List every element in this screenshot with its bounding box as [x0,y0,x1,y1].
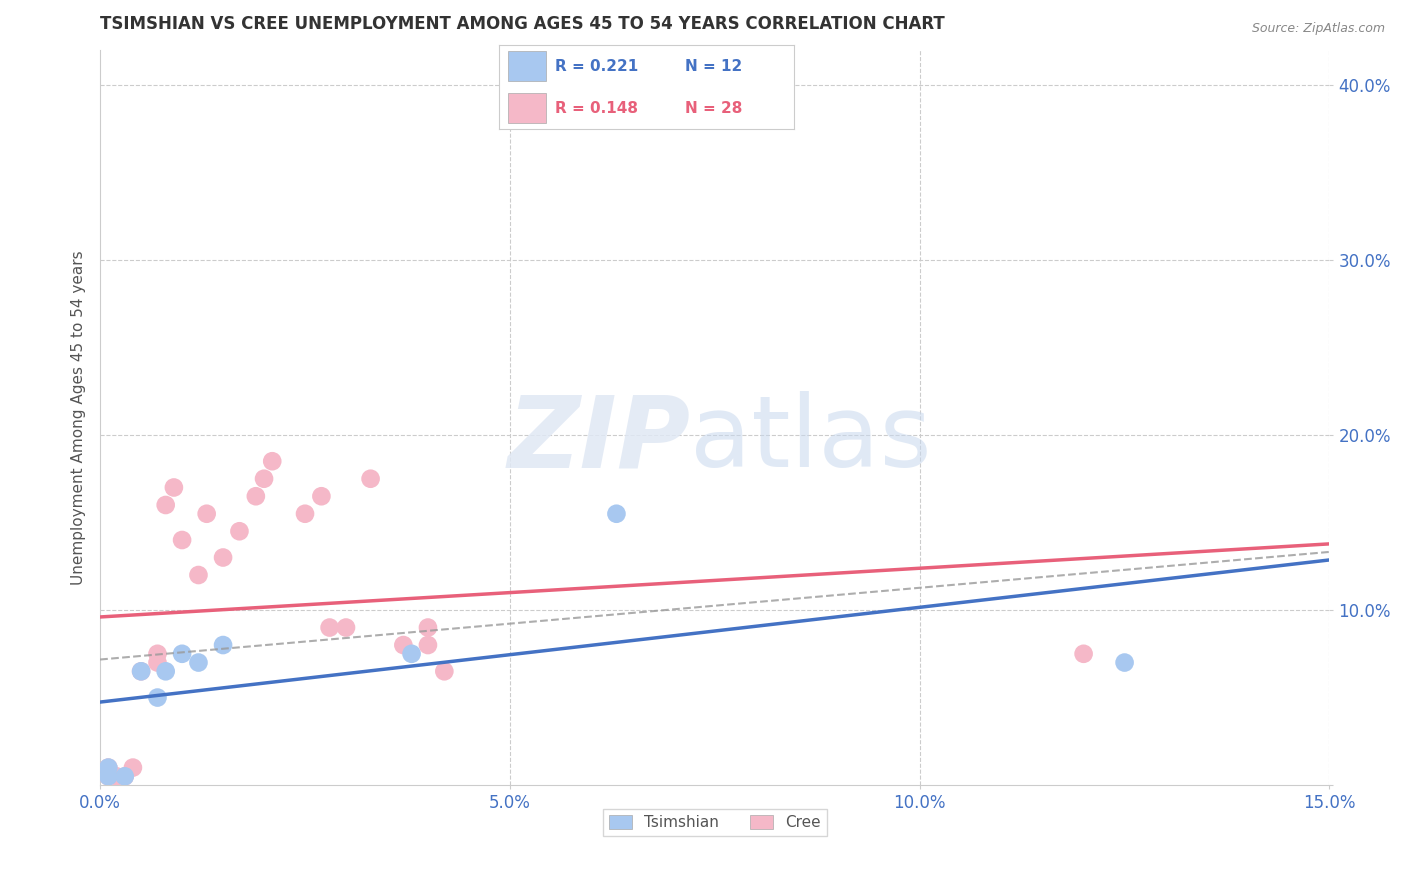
Text: TSIMSHIAN VS CREE UNEMPLOYMENT AMONG AGES 45 TO 54 YEARS CORRELATION CHART: TSIMSHIAN VS CREE UNEMPLOYMENT AMONG AGE… [100,15,945,33]
Point [1073,647,1095,661]
Point [212,638,235,652]
Point [146,656,169,670]
Point [105,769,128,783]
Point [433,665,456,679]
Point [262,454,284,468]
Bar [508,93,547,122]
Point [1114,656,1136,670]
Legend: Tsimshian, Cree: Tsimshian, Cree [603,809,827,837]
Point [97,769,120,783]
Point [401,647,423,661]
Text: ZIP: ZIP [508,391,690,488]
Text: R = 0.221: R = 0.221 [555,59,638,74]
Point [155,665,177,679]
Point [122,761,145,775]
Point [97,769,120,783]
Text: Source: ZipAtlas.com: Source: ZipAtlas.com [1251,22,1385,36]
Point [129,665,152,679]
Point [245,489,267,503]
Point [172,647,194,661]
Point [155,498,177,512]
Point [253,472,276,486]
Point [605,507,627,521]
Point [392,638,415,652]
Text: R = 0.148: R = 0.148 [555,101,638,116]
Point [97,761,120,775]
Point [97,761,120,775]
Point [146,647,169,661]
Y-axis label: Unemployment Among Ages 45 to 54 years: Unemployment Among Ages 45 to 54 years [72,250,86,585]
Point [114,769,136,783]
Point [129,665,152,679]
Point [318,621,340,635]
Point [114,769,136,783]
Point [335,621,357,635]
Point [187,656,209,670]
Bar [508,52,547,81]
Point [212,550,235,565]
Point [187,568,209,582]
Point [195,507,218,521]
Point [311,489,333,503]
Text: atlas: atlas [690,391,932,488]
Text: N = 28: N = 28 [685,101,742,116]
Point [172,533,194,547]
Point [416,638,439,652]
Point [228,524,250,539]
Point [360,472,382,486]
Point [416,621,439,635]
Text: N = 12: N = 12 [685,59,742,74]
Point [146,690,169,705]
Point [163,481,186,495]
Point [294,507,316,521]
